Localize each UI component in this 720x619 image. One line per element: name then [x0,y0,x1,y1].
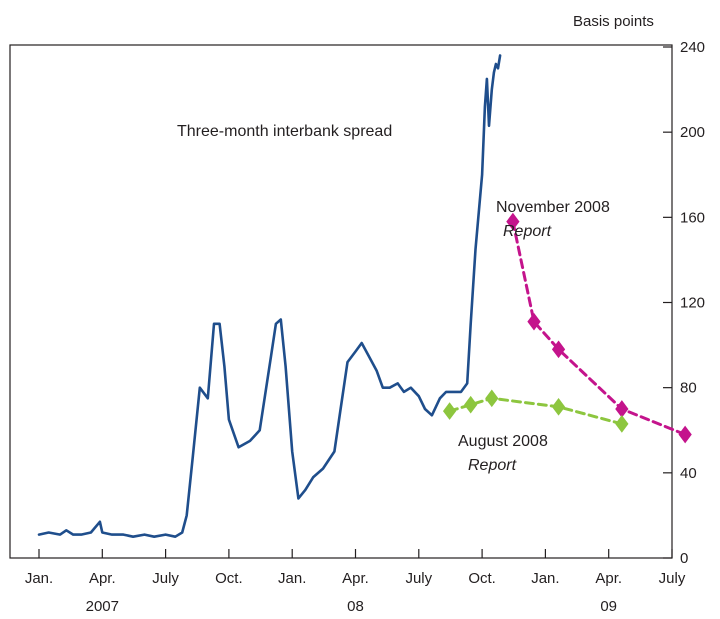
y-tick-label: 200 [680,124,705,141]
y-axis-label: Basis points [573,13,654,30]
x-tick-label: Oct. [215,570,243,587]
data-point-marker [551,397,566,416]
series-layer [37,54,692,539]
y-tick-label: 0 [680,550,688,567]
y-tick-label: 160 [680,209,705,226]
annotation-november-2008: November 2008 [496,199,610,216]
data-point-marker [442,402,457,420]
data-point-marker [464,395,478,414]
y-tick-label: 120 [680,295,705,312]
y-tick-label: 40 [680,465,697,482]
data-point-marker [551,340,566,359]
series-line-interbank-spread [37,54,502,539]
data-point-marker [615,400,629,418]
plot-frame [9,44,673,559]
x-year-label: 09 [600,598,617,615]
annotation-interbank-spread: Three-month interbank spread [177,123,392,140]
x-tick-label: Jan. [25,570,53,587]
x-tick-label: July [152,570,179,587]
x-tick-label: Apr. [342,570,369,587]
data-point-marker [506,212,520,231]
x-tick-label: Apr. [89,570,116,587]
series-line-august-2008-report [448,396,624,426]
data-point-marker [615,415,629,433]
annotation-november-2008-report: Report [503,223,552,240]
x-tick-label: July [659,570,686,587]
y-tick-label: 240 [680,39,705,56]
x-year-label: 2007 [86,598,119,615]
x-tick-label: Oct. [468,570,496,587]
x-tick-label: Jan. [531,570,559,587]
y-axis: 0 40 80 120 160 200 240 [663,39,705,567]
data-point-marker [678,425,692,444]
x-tick-label: Apr. [595,570,622,587]
data-point-marker [527,312,541,331]
x-year-label: 08 [347,598,364,615]
y-tick-label: 80 [680,380,697,397]
x-tick-label: Jan. [278,570,306,587]
data-point-marker [485,389,499,408]
annotation-august-2008-report: Report [468,457,517,474]
x-tick-label: July [405,570,432,587]
x-axis: Jan. Apr. July Oct. Jan. Apr. July Oct. Jan. Apr.… [25,549,686,615]
annotation-august-2008: August 2008 [458,433,548,450]
series-line-november-2008-report [511,220,687,436]
